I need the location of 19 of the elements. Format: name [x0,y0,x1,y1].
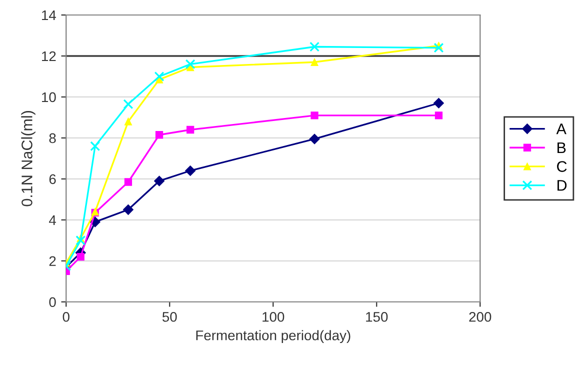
legend-label: D [558,180,567,191]
x-tick-label: 50 [162,312,177,322]
x-tick-label: 100 [262,312,284,322]
y-tick-label: 8 [49,133,56,144]
y-tick-label: 14 [42,10,56,20]
y-tick-label: 4 [49,215,56,225]
legend-label: C [557,161,567,172]
y-axis-title: 0.1N NaCl(ml) [21,111,36,206]
y-tick-label: 12 [42,51,56,62]
x-tick-label: 0 [62,312,70,322]
y-tick-label: 2 [49,256,56,266]
legend-label: A [556,124,566,134]
y-tick-label: 6 [49,174,56,184]
y-tick-label: 0 [49,297,56,308]
x-axis-title: Fermentation period(day) [196,330,350,344]
x-tick-label: 150 [366,312,388,322]
x-tick-label: 200 [469,312,492,322]
legend-label: B [558,142,566,153]
y-tick-label: 10 [42,92,56,102]
